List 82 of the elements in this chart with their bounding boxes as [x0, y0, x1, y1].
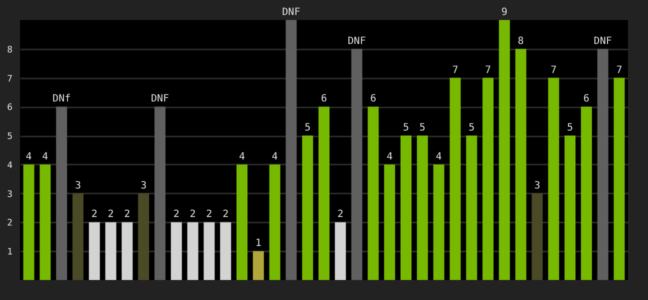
data-label: 2	[190, 209, 196, 220]
bar	[220, 222, 232, 280]
data-label: 4	[386, 151, 393, 162]
data-label: 2	[91, 209, 98, 220]
bar	[252, 251, 264, 280]
bar	[351, 48, 362, 280]
y-tick-label: 8	[7, 45, 12, 56]
data-label: 5	[419, 122, 426, 134]
y-tick-label: 7	[7, 74, 12, 84]
data-label: DNf	[52, 94, 71, 105]
data-label: 7	[452, 64, 458, 76]
bar	[580, 106, 592, 280]
y-tick-label: 6	[7, 103, 12, 114]
data-label: 2	[108, 209, 114, 220]
data-label: 6	[583, 94, 590, 105]
data-label: 5	[402, 122, 410, 134]
data-label: 6	[320, 94, 328, 105]
bar	[466, 136, 478, 280]
bar	[72, 193, 84, 280]
data-label: 4	[238, 151, 246, 162]
data-label: 3	[140, 180, 147, 192]
bar	[154, 106, 166, 280]
data-label: 7	[616, 64, 622, 76]
data-label: 6	[370, 94, 376, 105]
data-label: 2	[222, 209, 229, 220]
bar	[564, 136, 576, 280]
data-label: 3	[534, 180, 540, 192]
y-tick-label: 5	[7, 132, 12, 142]
data-label: DNF	[348, 36, 366, 47]
bar	[88, 222, 100, 280]
bar	[614, 78, 625, 280]
bar	[597, 48, 608, 280]
data-label: DNF	[594, 36, 612, 47]
bar	[122, 222, 133, 280]
bar	[40, 164, 51, 280]
data-label: 9	[501, 7, 508, 18]
bar	[498, 20, 510, 280]
bar	[187, 222, 198, 280]
bar	[269, 164, 280, 280]
y-tick-label: 3	[7, 190, 12, 200]
bar	[302, 136, 314, 280]
data-label: 5	[567, 122, 574, 134]
data-label: 8	[518, 36, 524, 47]
data-label: 2	[173, 209, 180, 220]
bar	[515, 48, 526, 280]
bar	[318, 106, 330, 280]
bar	[384, 164, 396, 280]
data-label: DNF	[282, 7, 300, 18]
bar	[400, 136, 412, 280]
data-label: 4	[42, 151, 48, 162]
y-tick-label: 1	[7, 248, 12, 258]
data-label: 7	[485, 64, 492, 76]
bar	[450, 78, 461, 280]
bar	[482, 78, 494, 280]
bar	[204, 222, 215, 280]
bar	[416, 136, 428, 280]
y-tick-label: 2	[7, 218, 12, 229]
data-label: 4	[26, 151, 32, 162]
bar	[105, 222, 116, 280]
bar	[286, 20, 297, 280]
bar	[236, 164, 248, 280]
bar	[334, 222, 346, 280]
data-label: 4	[436, 151, 442, 162]
bar	[23, 164, 34, 280]
data-label: 7	[550, 64, 557, 76]
bar	[368, 106, 379, 280]
y-tick-label: 4	[7, 160, 12, 171]
data-label: 2	[206, 209, 212, 220]
bar	[433, 164, 444, 280]
bar	[138, 193, 150, 280]
data-label: 3	[74, 180, 81, 192]
data-label: 2	[337, 209, 344, 220]
data-label: 4	[272, 151, 278, 162]
bar	[548, 78, 560, 280]
bar	[56, 106, 68, 280]
data-label: 2	[124, 209, 130, 220]
data-label: 5	[468, 122, 475, 134]
bar	[170, 222, 182, 280]
data-label: 1	[255, 238, 262, 250]
data-label: 5	[304, 122, 311, 134]
data-label: DNF	[150, 94, 170, 105]
bar	[532, 193, 543, 280]
